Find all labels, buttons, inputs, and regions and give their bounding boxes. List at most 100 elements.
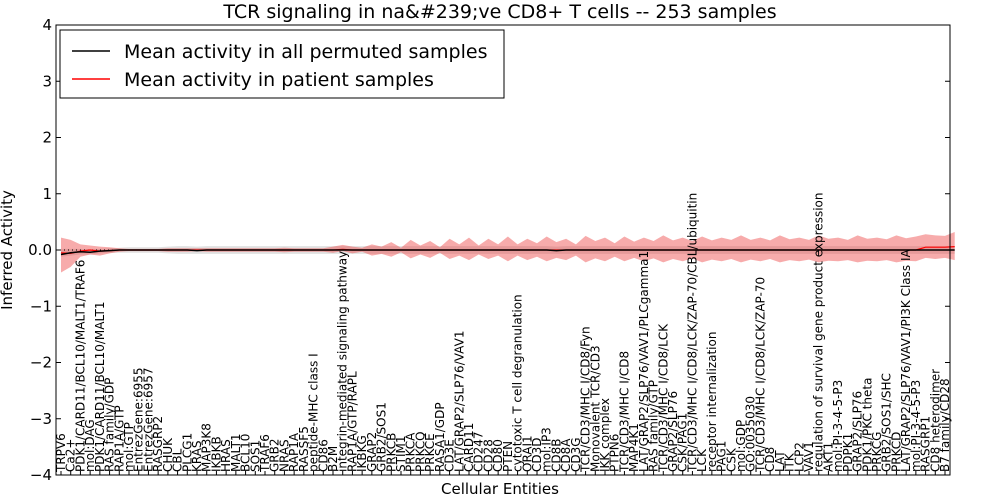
x-axis-label: Cellular Entities [441,480,559,498]
entity-label: PRKCQ [413,431,427,472]
entity-label: mol:DAG [83,419,97,472]
entity-label: MAP3K8 [200,423,214,472]
entity-label: peptide-MHC class I [307,353,321,472]
entity-label: B7 family/CD28 [938,378,952,472]
entity-label: KRAS [190,440,204,472]
entity-label: PDPK1 [841,433,855,472]
entity-label: PLCG1 [180,433,194,472]
entity-label: CD3G [569,437,583,472]
entity-label: B2M [326,446,340,472]
y-tick-label: 1 [42,185,52,203]
entity-label: ITK [783,452,797,472]
entity-label: PRKCA [404,432,418,472]
entity-label: SOS1 [248,440,262,472]
entity-label: Ca2+ [64,439,78,472]
entity-label: CARD11 [462,423,476,472]
entity-label: CSK [724,447,738,472]
entity-label: PDK1/PKC theta [860,378,874,472]
entity-label: ORAI1 [520,435,534,472]
entity-label: IKBKB [209,436,223,472]
entity-label: CBL [171,448,185,472]
entity-label: PRKCE [423,433,437,472]
entity-label: Monovalent TCR/CD3 [588,345,602,472]
entity-label: PTPN6 [608,434,622,472]
entity-label: mol:PI-3-4-5-P3 [831,380,845,472]
entity-label: integrin-mediated signaling pathway [336,251,350,472]
entity-label: AKT1 [821,442,835,472]
entity-label: CD80 [491,439,505,472]
entity-label: PTEN [501,441,515,472]
entity-label: BCL10 [239,434,253,472]
entity-label: GO:0035030 [744,396,758,472]
entity-label: RAP1A/GTP/RAPL [345,371,359,472]
entity-label: LAT/GRAP2/SLP76/VAV1/PLCgamma1 [637,251,651,472]
entity-label: GRAP2 [365,432,379,472]
entity-label: RAS family/GTP [647,380,661,472]
entity-label: PAG1 [715,441,729,472]
entity-label: TCR/CD3/MHC I/CD8 [617,351,631,473]
entity-label: RASA1/GDP [433,402,447,472]
entity-label: PDK1/CARD11/BCL10/MALT1/TRAF6 [73,260,87,472]
entity-label: CD8B [549,439,563,473]
series-lines [60,246,955,256]
entity-label: TCR/CD3/MHC I/CD8/LCK [656,323,670,473]
band-permuted [61,246,955,257]
y-tick-label: −2 [30,354,52,372]
entity-label: GRAP2/SLP76 [666,391,680,472]
entity-label: CD3E [443,439,457,472]
entity-label: LAT/GRAP2/SLP76/VAV1 [452,331,466,472]
y-tick-label: 2 [42,129,52,147]
entity-label: CHUK [161,437,175,472]
entity-label: GRAP2/SLP76 [851,391,865,472]
entity-label: receptor internalization [705,332,719,472]
entity-label: GRB2/SOS1 [375,402,389,472]
entity-label: LAT/GRAP2/SLP76/VAV1/PI3K Class IA [899,248,913,472]
legend-label-patient: Mean activity in patient samples [124,69,434,91]
legend-label-permuted: Mean activity in all permuted samples [124,41,487,63]
entity-label: VAV1 [802,441,816,472]
entity-label: TRAF6 [258,434,272,473]
entity-label: CD247 [472,431,486,472]
entity-label: PRKCG [870,432,884,472]
entity-label: LAT [773,450,787,472]
entity-label: TRPV6 [54,433,68,473]
entity-label: mol:GTP [122,422,136,472]
y-tick-label: 3 [42,72,52,90]
entity-label: PRKCD [889,432,903,472]
series-line-permuted [60,249,955,256]
legend: Mean activity in all permuted samples Me… [59,29,505,99]
entity-label: mol:PI-3-4-5-P3 [909,380,923,472]
entity-label: PRKCB [384,433,398,472]
entity-label: EntrezGene:6957 [141,368,155,473]
entity-label: STIM1 [394,436,408,472]
entity-label: RASGRP2 [151,416,165,472]
entity-label: HRAS [219,439,233,472]
entity-label: RASSF5 [297,426,311,472]
legend-box [59,29,505,99]
entity-label: cytotoxic T cell degranulation [511,294,525,472]
entity-label: CD86 [316,439,330,472]
entity-label: LCK [695,448,709,472]
entity-label: TCR/CD3/MHC I/CD8/LCK/ZAP-70 [753,277,767,473]
entity-label: GRB2 [268,438,282,472]
entity-label: RAS family/GDP [103,378,117,472]
y-tick-label: −3 [30,410,52,428]
entity-label: mol:IP3 [540,427,554,472]
entity-label: CD8A [559,438,573,472]
entity-label: CD28 [481,439,495,472]
entity-label: TCR/CD3/MHC I/CD8/Fyn [579,326,593,473]
y-tick-label: 4 [42,16,52,34]
y-ticks: 4 3 2 1 0.0 −1 −2 −3 −4 [28,16,950,484]
entity-label: regulation of survival gene product expr… [812,193,826,472]
chart-title: TCR signaling in na&#239;ve CD8+ T cells… [222,1,776,23]
band-patient [61,232,955,273]
plot-frame [55,24,951,476]
entity-labels: TRPV6Ca2+PDK1/CARD11/BCL10/MALT1/TRAF6mo… [54,193,952,475]
y-tick-label: 0.0 [28,241,52,259]
entity-label: LCP2 [792,442,806,472]
entity-label: EntrezGene:6955 [132,368,146,473]
y-axis-label: Inferred Activity [0,190,16,310]
entity-label: RAP1A [287,432,301,472]
entity-label: CSK/PAG1 [676,413,690,472]
